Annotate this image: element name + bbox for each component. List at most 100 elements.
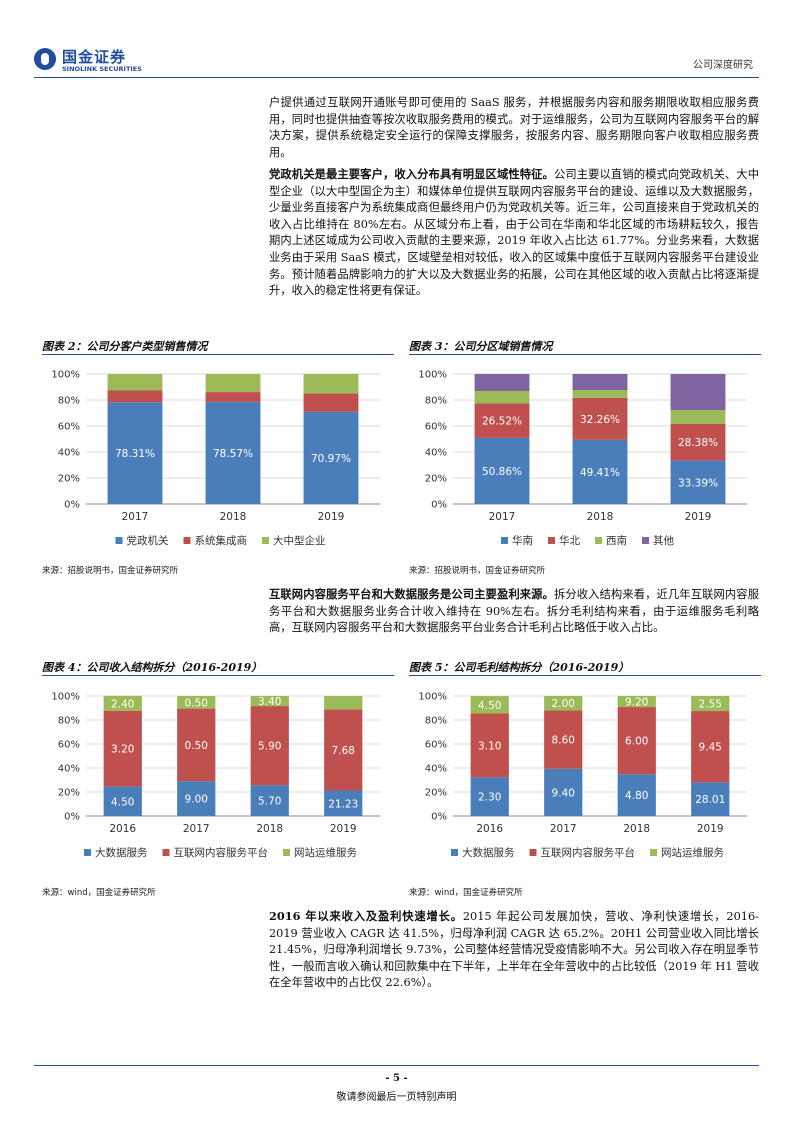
data-label: 33.39% xyxy=(678,477,718,489)
y-tick-label: 100% xyxy=(51,692,80,703)
figure-5-title: 图表 5：公司毛利结构拆分（2016-2019） xyxy=(409,658,761,676)
bar-segment xyxy=(103,786,142,816)
bar-segment xyxy=(303,374,359,394)
page-number: - 5 - xyxy=(385,1073,408,1084)
data-label: 8.60 xyxy=(552,735,575,747)
paragraph-1: 户提供通过互联网开通账号即可使用的 SaaS 服务，并根据服务内容和服务期限收取… xyxy=(269,95,759,161)
bar-segment xyxy=(572,390,628,398)
y-tick-label: 20% xyxy=(58,788,80,799)
legend-swatch xyxy=(642,537,649,544)
bar-segment xyxy=(470,777,509,816)
bar-segment xyxy=(303,393,359,412)
bar-segment xyxy=(250,706,289,786)
legend-swatch xyxy=(501,537,508,544)
bar-segment xyxy=(670,460,726,504)
data-label: 50.86% xyxy=(482,466,522,478)
data-label: 0.50 xyxy=(185,697,208,709)
bar-segment xyxy=(691,782,730,816)
bar-segment xyxy=(103,695,142,711)
bar-segment xyxy=(691,695,730,712)
y-tick-label: 100% xyxy=(51,370,80,381)
figure-3-source: 来源：招股说明书，国金证券研究所 xyxy=(409,566,546,576)
bar-segment xyxy=(617,774,656,816)
legend-swatch xyxy=(84,849,91,856)
bar-segment xyxy=(474,391,530,404)
figure-4-source: 来源：wind，国金证券研究所 xyxy=(42,888,156,898)
logo-icon xyxy=(34,48,56,70)
bar-segment xyxy=(474,437,530,504)
data-label: 26.52% xyxy=(482,416,522,428)
bar-segment xyxy=(303,411,359,504)
figure-5-source: 来源：wind，国金证券研究所 xyxy=(409,888,523,898)
y-tick-label: 80% xyxy=(425,396,447,407)
bar-segment xyxy=(250,696,289,707)
data-label: 2.55 xyxy=(699,699,722,711)
legend-swatch xyxy=(262,537,269,544)
paragraph-1-text: 户提供通过互联网开通账号即可使用的 SaaS 服务，并根据服务内容和服务期限收取… xyxy=(269,96,759,159)
logo-subtext: SINOLINK SECURITIES xyxy=(62,65,142,73)
y-tick-label: 80% xyxy=(58,396,80,407)
paragraph-4-text: 2015 年起公司发展加快，营收、净利快速增长，2016-2019 营业收入 C… xyxy=(269,910,759,990)
legend-label: 网站运维服务 xyxy=(294,846,357,859)
data-label: 3.10 xyxy=(478,740,501,752)
bar-segment xyxy=(544,768,583,816)
bar-segment xyxy=(691,711,730,783)
bar-segment xyxy=(544,710,583,769)
paragraph-4: 2016 年以来收入及盈利快速增长。2015 年起公司发展加快，营收、净利快速增… xyxy=(269,908,759,992)
data-label: 49.41% xyxy=(580,467,620,479)
bar-segment xyxy=(107,402,163,504)
header-rule xyxy=(34,77,759,78)
paragraph-3: 互联网内容服务平台和大数据服务是公司主要盈利来源。拆分收入结构来看，近几年互联网… xyxy=(269,586,759,637)
legend-swatch xyxy=(162,849,170,856)
paragraph-3-text: 拆分收入结构来看，近几年互联网内容服务平台和大数据服务业务合计收入维持在 90%… xyxy=(269,588,759,635)
x-tick-label: 2016 xyxy=(476,823,503,835)
data-label: 4.50 xyxy=(111,796,134,808)
y-tick-label: 100% xyxy=(418,692,447,703)
data-label: 78.57% xyxy=(213,448,253,460)
data-label: 0.50 xyxy=(185,740,208,752)
chart-region: 0% 20% 40% 60% 80% 100% 50.86% 26.52% 2017 49.41%… xyxy=(418,370,747,547)
bar-segment xyxy=(572,397,628,440)
paragraph-3-heading: 互联网内容服务平台和大数据服务是公司主要盈利来源。 xyxy=(269,587,554,601)
y-tick-label: 0% xyxy=(431,812,447,823)
y-tick-label: 60% xyxy=(58,422,80,433)
x-tick-label: 2019 xyxy=(697,823,724,835)
bar-segment xyxy=(103,710,142,787)
legend-label: 华南 xyxy=(512,534,533,547)
legend-label: 党政机关 xyxy=(127,534,169,547)
data-label: 21.23 xyxy=(328,798,358,810)
legend-swatch xyxy=(595,537,602,544)
data-label: 28.38% xyxy=(678,437,718,449)
bar-segment xyxy=(107,390,163,403)
bar-segment xyxy=(205,401,261,504)
data-label: 28.01 xyxy=(695,794,725,806)
data-label: 4.50 xyxy=(478,700,501,712)
y-tick-label: 40% xyxy=(58,448,80,459)
legend-label: 西南 xyxy=(606,534,627,547)
bar-segment xyxy=(177,781,216,816)
paragraph-4-heading: 2016 年以来收入及盈利快速增长。 xyxy=(269,909,463,923)
legend-label: 网站运维服务 xyxy=(661,846,724,859)
x-tick-label: 2017 xyxy=(183,823,210,835)
data-label: 78.31% xyxy=(115,448,155,460)
legend-label: 大数据服务 xyxy=(462,846,515,859)
x-tick-label: 2018 xyxy=(220,511,247,523)
legend-swatch xyxy=(650,849,657,856)
legend-label: 系统集成商 xyxy=(195,534,248,547)
legend-label: 大数据服务 xyxy=(95,846,148,859)
y-tick-label: 80% xyxy=(58,716,80,727)
footer-disclaimer: 敬请参阅最后一页特别声明 xyxy=(336,1092,457,1103)
data-label: 9.00 xyxy=(185,794,208,806)
data-label: 5.70 xyxy=(258,796,281,808)
legend-swatch xyxy=(283,849,290,856)
logo-text: 国金证券 xyxy=(62,48,127,66)
figure-2-title: 图表 2：公司分客户类型销售情况 xyxy=(42,337,394,355)
legend-swatch xyxy=(548,537,555,544)
bar-segment xyxy=(205,374,261,393)
data-label: 4.80 xyxy=(625,790,648,802)
legend-label: 大中型企业 xyxy=(273,534,326,547)
y-tick-label: 60% xyxy=(425,740,447,751)
data-label: 32.26% xyxy=(580,414,620,426)
data-label: 3.40 xyxy=(258,696,281,708)
y-tick-label: 20% xyxy=(425,788,447,799)
